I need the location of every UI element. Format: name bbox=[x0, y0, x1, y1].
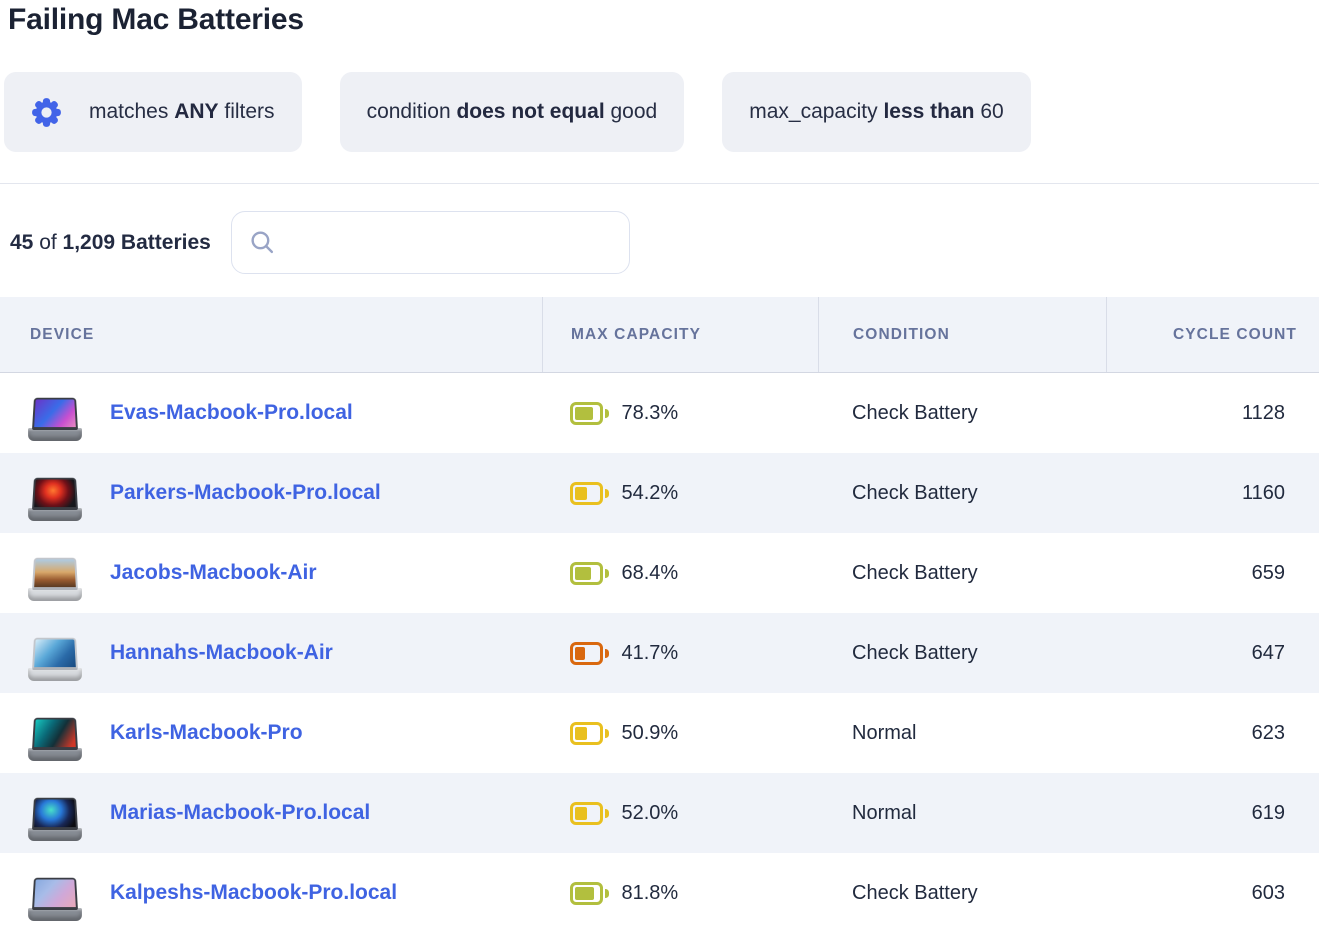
battery-icon bbox=[570, 801, 609, 825]
max-capacity-value: 78.3% bbox=[621, 401, 679, 424]
battery-icon bbox=[570, 401, 609, 425]
cycle-count-value: 647 bbox=[1251, 641, 1285, 664]
table-header: DEVICE MAX CAPACITY CONDITION CYCLE COUN… bbox=[0, 297, 1319, 373]
filter-chip-max-capacity-label: max_capacity less than 60 bbox=[749, 100, 1004, 123]
condition-value: Normal bbox=[852, 721, 917, 744]
filter-mode-label: matches ANY filters bbox=[89, 100, 275, 123]
cycle-count-value: 1160 bbox=[1241, 481, 1285, 504]
page-title: Failing Mac Batteries bbox=[8, 3, 304, 36]
search-box[interactable] bbox=[230, 211, 630, 274]
condition-value: Check Battery bbox=[852, 881, 978, 904]
filter-chip-condition-label: condition does not equal good bbox=[366, 100, 658, 123]
gear-icon bbox=[28, 94, 65, 131]
laptop-thumbnail bbox=[28, 385, 82, 441]
condition-value: Check Battery bbox=[852, 641, 978, 664]
laptop-thumbnail bbox=[28, 785, 82, 841]
max-capacity-value: 50.9% bbox=[621, 721, 679, 744]
cycle-count-value: 1128 bbox=[1241, 401, 1285, 424]
condition-value: Check Battery bbox=[852, 561, 978, 584]
filter-mode-chip[interactable]: matches ANY filters bbox=[4, 72, 302, 152]
device-link[interactable]: Jacobs-Macbook-Air bbox=[110, 561, 317, 584]
device-link[interactable]: Evas-Macbook-Pro.local bbox=[110, 401, 353, 424]
search-input[interactable] bbox=[285, 211, 629, 274]
device-link[interactable]: Kalpeshs-Macbook-Pro.local bbox=[110, 881, 398, 904]
cycle-count-value: 659 bbox=[1251, 561, 1285, 584]
table-row: Marias-Macbook-Pro.local 52.0% Normal 61… bbox=[0, 773, 1319, 853]
search-icon bbox=[249, 229, 276, 256]
max-capacity-value: 81.8% bbox=[621, 881, 679, 904]
condition-value: Normal bbox=[852, 801, 917, 824]
max-capacity-value: 54.2% bbox=[621, 481, 679, 504]
laptop-thumbnail bbox=[28, 465, 82, 521]
table-row: Kalpeshs-Macbook-Pro.local 81.8% Check B… bbox=[0, 853, 1319, 933]
toolbar: 45 of 1,209 Batteries bbox=[0, 211, 1319, 274]
device-link[interactable]: Parkers-Macbook-Pro.local bbox=[110, 481, 381, 504]
column-header-cycle-count: CYCLE COUNT bbox=[1106, 297, 1319, 372]
cycle-count-value: 623 bbox=[1251, 721, 1285, 744]
max-capacity-value: 41.7% bbox=[621, 641, 679, 664]
table-row: Karls-Macbook-Pro 50.9% Normal 623 bbox=[0, 693, 1319, 773]
battery-icon bbox=[570, 561, 609, 585]
column-header-condition: CONDITION bbox=[818, 297, 1106, 372]
divider bbox=[0, 183, 1319, 184]
laptop-thumbnail bbox=[28, 865, 82, 921]
filter-chips: matches ANY filters condition does not e… bbox=[4, 72, 1319, 152]
condition-value: Check Battery bbox=[852, 401, 978, 424]
result-count: 45 of 1,209 Batteries bbox=[10, 230, 211, 254]
max-capacity-value: 52.0% bbox=[621, 801, 679, 824]
table-body: Evas-Macbook-Pro.local 78.3% Check Batte… bbox=[0, 373, 1319, 933]
table-row: Jacobs-Macbook-Air 68.4% Check Battery 6… bbox=[0, 533, 1319, 613]
laptop-thumbnail bbox=[28, 705, 82, 761]
filter-chip-condition[interactable]: condition does not equal good bbox=[339, 72, 685, 152]
column-header-max-capacity: MAX CAPACITY bbox=[542, 297, 818, 372]
device-link[interactable]: Karls-Macbook-Pro bbox=[110, 721, 303, 744]
table-row: Parkers-Macbook-Pro.local 54.2% Check Ba… bbox=[0, 453, 1319, 533]
laptop-thumbnail bbox=[28, 625, 82, 681]
table-row: Evas-Macbook-Pro.local 78.3% Check Batte… bbox=[0, 373, 1319, 453]
cycle-count-value: 603 bbox=[1251, 881, 1285, 904]
column-header-device: DEVICE bbox=[30, 325, 95, 343]
battery-icon bbox=[570, 641, 609, 665]
battery-icon bbox=[570, 721, 609, 745]
cycle-count-value: 619 bbox=[1251, 801, 1285, 824]
batteries-table: DEVICE MAX CAPACITY CONDITION CYCLE COUN… bbox=[0, 297, 1319, 933]
device-link[interactable]: Hannahs-Macbook-Air bbox=[110, 641, 333, 664]
device-link[interactable]: Marias-Macbook-Pro.local bbox=[110, 801, 371, 824]
laptop-thumbnail bbox=[28, 545, 82, 601]
battery-icon bbox=[570, 481, 609, 505]
filter-chip-max-capacity[interactable]: max_capacity less than 60 bbox=[722, 72, 1031, 152]
table-row: Hannahs-Macbook-Air 41.7% Check Battery … bbox=[0, 613, 1319, 693]
battery-icon bbox=[570, 881, 609, 905]
max-capacity-value: 68.4% bbox=[621, 561, 679, 584]
condition-value: Check Battery bbox=[852, 481, 978, 504]
